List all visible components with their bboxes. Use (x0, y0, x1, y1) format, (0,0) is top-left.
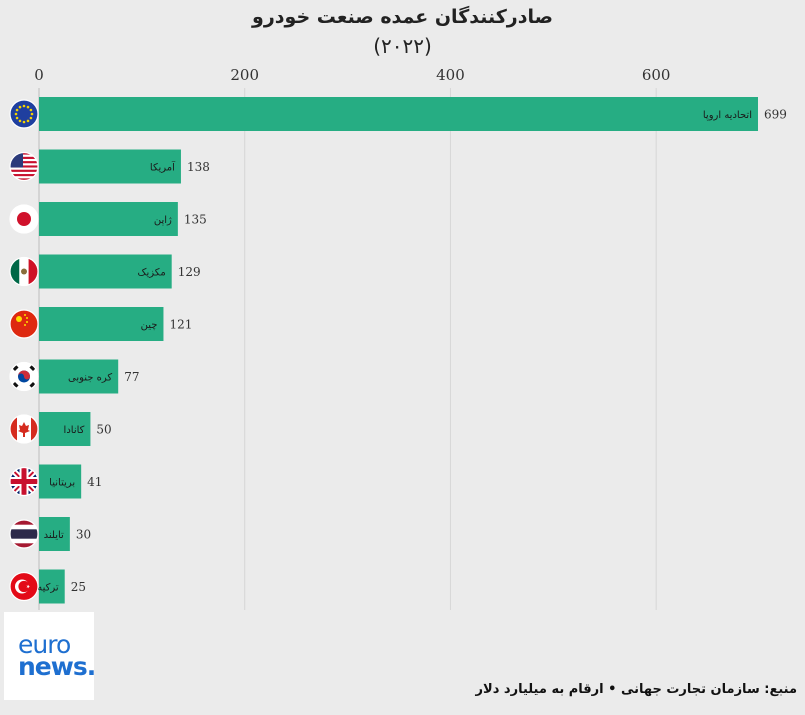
eu-flag-icon (10, 100, 38, 128)
flag-ring (9, 361, 39, 392)
x-tick-label: 400 (436, 66, 465, 84)
flag-ring (9, 309, 39, 339)
value-label: 135 (184, 213, 207, 227)
turkey-flag-icon (10, 572, 38, 601)
value-label: 138 (187, 160, 210, 174)
category-label: ترکیه (37, 583, 59, 594)
flag-ring (9, 571, 39, 602)
category-label: ژاپن (154, 215, 172, 226)
bar (39, 97, 758, 131)
bar (39, 464, 82, 499)
value-label: 50 (96, 423, 111, 437)
flag-ring (9, 99, 39, 129)
mexico-flag-icon (10, 257, 38, 286)
bar (39, 149, 181, 184)
category-label: کره جنوبی (68, 373, 112, 384)
category-label: کانادا (64, 425, 85, 436)
value-label: 121 (169, 318, 192, 332)
x-tick-label: 600 (642, 66, 671, 84)
chart-subtitle: (۲۰۲۲) (373, 34, 432, 58)
category-label: آمریکا (150, 161, 176, 174)
south-korea-flag-icon (10, 362, 38, 391)
bar (39, 202, 178, 236)
bar (39, 569, 65, 604)
value-label: 77 (124, 370, 139, 384)
category-label: اتحادیه اروپا (703, 110, 752, 121)
chart-title: صادرکنندگان عمده صنعت خودرو (252, 6, 553, 28)
bar (39, 359, 119, 394)
bar (39, 307, 164, 341)
logo-line-1: euro (18, 630, 71, 659)
logo-line-2: news. (18, 652, 96, 681)
category-label: بریتانیا (49, 478, 75, 489)
flag-ring (9, 204, 39, 234)
flag-ring (9, 414, 39, 444)
flag-ring (9, 466, 39, 497)
japan-flag-icon (10, 205, 38, 233)
source-note: منبع: سازمان تجارت جهانی • ارقام به میلی… (475, 682, 797, 697)
category-label: تایلند (44, 530, 64, 541)
canada-flag-icon (10, 415, 38, 443)
bar (39, 412, 91, 446)
value-label: 30 (76, 528, 91, 542)
flag-ring (9, 256, 39, 287)
category-label: چین (141, 320, 158, 331)
china-flag-icon (10, 310, 38, 338)
bar (39, 254, 172, 289)
flag-ring (9, 519, 39, 549)
value-label: 25 (71, 580, 86, 594)
flag-ring (9, 151, 39, 182)
thailand-flag-icon (10, 520, 38, 548)
value-label: 41 (87, 475, 102, 489)
category-label: مکزیک (138, 268, 166, 279)
euronews-logo: euro news. (4, 612, 96, 700)
x-tick-label: 200 (230, 66, 259, 84)
bar (39, 517, 70, 551)
x-tick-label: 0 (34, 66, 44, 84)
value-label: 129 (178, 265, 201, 279)
value-label: 699 (764, 108, 787, 122)
uk-flag-icon (10, 467, 38, 496)
